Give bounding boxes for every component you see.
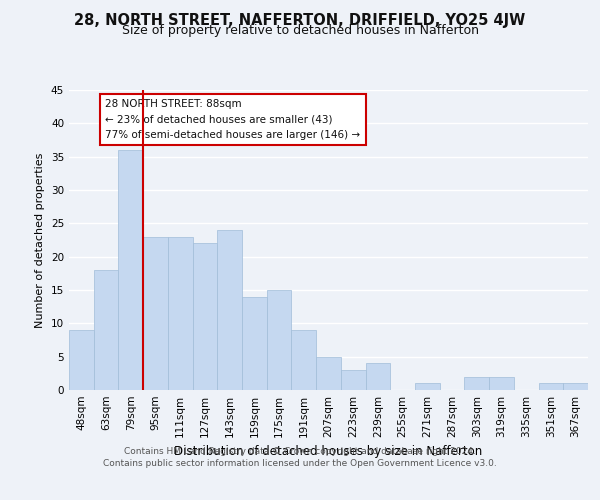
Text: 28, NORTH STREET, NAFFERTON, DRIFFIELD, YO25 4JW: 28, NORTH STREET, NAFFERTON, DRIFFIELD, …: [74, 12, 526, 28]
X-axis label: Distribution of detached houses by size in Nafferton: Distribution of detached houses by size …: [175, 446, 482, 458]
Y-axis label: Number of detached properties: Number of detached properties: [35, 152, 46, 328]
Bar: [242, 296, 267, 390]
Text: 28 NORTH STREET: 88sqm
← 23% of detached houses are smaller (43)
77% of semi-det: 28 NORTH STREET: 88sqm ← 23% of detached…: [106, 99, 361, 140]
Bar: [464, 376, 489, 390]
Text: Contains HM Land Registry data © Crown copyright and database right 2024.: Contains HM Land Registry data © Crown c…: [124, 448, 476, 456]
Text: Contains public sector information licensed under the Open Government Licence v3: Contains public sector information licen…: [103, 458, 497, 468]
Bar: [217, 230, 242, 390]
Bar: [168, 236, 193, 390]
Bar: [143, 236, 168, 390]
Bar: [193, 244, 217, 390]
Bar: [365, 364, 390, 390]
Bar: [563, 384, 588, 390]
Text: Size of property relative to detached houses in Nafferton: Size of property relative to detached ho…: [121, 24, 479, 37]
Bar: [267, 290, 292, 390]
Bar: [292, 330, 316, 390]
Bar: [118, 150, 143, 390]
Bar: [539, 384, 563, 390]
Bar: [94, 270, 118, 390]
Bar: [415, 384, 440, 390]
Bar: [69, 330, 94, 390]
Bar: [489, 376, 514, 390]
Bar: [316, 356, 341, 390]
Bar: [341, 370, 365, 390]
